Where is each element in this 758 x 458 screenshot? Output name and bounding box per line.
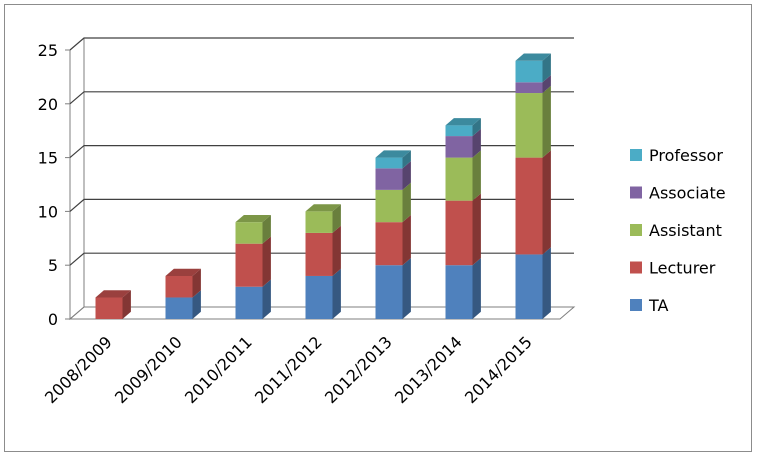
bar-stack: [165, 268, 201, 319]
bar-segment: [445, 128, 481, 158]
bar-stack: [235, 214, 271, 319]
x-tick-label: 2011/2012: [251, 332, 326, 407]
bar-top-face: [375, 150, 411, 158]
gridline: [69, 91, 574, 105]
y-tick-label: 10: [38, 202, 58, 221]
chart-frame: 0 5 10 15 20 25 2008/2009 2009/2010 2010/2011 20…: [4, 4, 752, 452]
legend-item: Lecturer: [630, 259, 716, 278]
legend: Professor Associate Assistant Lecturer TA: [630, 146, 726, 315]
legend-swatch: [630, 186, 642, 199]
bar-segment: [305, 268, 341, 319]
x-tick-label: 2009/2010: [111, 332, 186, 407]
bar-segment: [515, 85, 551, 158]
bar-top-face: [445, 118, 481, 126]
bar-segment: [305, 204, 341, 233]
bar-segment: [445, 193, 481, 266]
legend-swatch: [630, 261, 642, 274]
legend-swatch: [630, 149, 642, 161]
bar-segment: [445, 150, 481, 201]
legend-item: TA: [630, 296, 669, 315]
legend-label: TA: [648, 296, 669, 315]
bar-segment: [95, 290, 131, 319]
bar-segment: [375, 150, 411, 169]
bars: [95, 53, 551, 319]
legend-swatch: [630, 299, 642, 311]
x-tick-label: 2008/2009: [41, 332, 116, 407]
bar-top-face: [235, 214, 271, 223]
x-tick-label: 2013/2014: [391, 332, 466, 407]
bar-segment: [375, 161, 411, 190]
bar-segment: [515, 75, 551, 94]
bar-segment: [235, 279, 271, 319]
legend-swatch: [630, 224, 642, 236]
bar-segment: [445, 258, 481, 319]
bar-stack: [515, 53, 551, 319]
bar-stack: [305, 204, 341, 319]
legend-label: Lecturer: [649, 259, 716, 278]
bar-segment: [235, 236, 271, 287]
bar-segment: [515, 53, 551, 83]
x-tick-label: 2010/2011: [181, 332, 256, 407]
bar-segment: [375, 214, 411, 266]
bar-segment: [515, 247, 551, 319]
bar-segment: [305, 225, 341, 276]
gridline: [69, 37, 574, 51]
bar-top-face: [515, 53, 551, 61]
bar-stack: [445, 118, 481, 319]
y-axis-line: [69, 50, 85, 321]
legend-label: Associate: [649, 184, 726, 203]
y-axis-ticks: 0 5 10 15 20 25: [38, 41, 70, 329]
bar-stack: [95, 290, 131, 319]
bar-top-face: [305, 204, 341, 212]
y-tick-label: 0: [48, 310, 58, 329]
legend-item: Associate: [630, 184, 726, 203]
bar-segment: [165, 268, 201, 298]
x-tick-label: 2012/2013: [321, 332, 396, 407]
legend-item: Assistant: [630, 221, 722, 240]
bar-top-face: [165, 268, 201, 276]
bar-segment: [235, 214, 271, 244]
y-tick-label: 15: [38, 149, 58, 168]
legend-item: Professor: [630, 146, 723, 165]
y-tick-label: 25: [38, 41, 58, 60]
x-axis-ticks: 2008/20092009/20102010/20112011/20122012…: [41, 332, 536, 407]
bar-top-face: [95, 290, 131, 298]
bar-stack: [375, 150, 411, 319]
gridline: [69, 145, 574, 159]
x-tick-label: 2014/2015: [461, 332, 536, 407]
bar-segment: [445, 118, 481, 137]
y-tick-label: 20: [38, 95, 58, 114]
bar-segment: [165, 290, 201, 319]
legend-label: Assistant: [649, 221, 722, 240]
bar-segment: [515, 150, 551, 255]
bar-segment: [375, 182, 411, 223]
bar-segment: [375, 258, 411, 319]
y-tick-label: 5: [48, 256, 58, 275]
legend-label: Professor: [649, 146, 723, 165]
